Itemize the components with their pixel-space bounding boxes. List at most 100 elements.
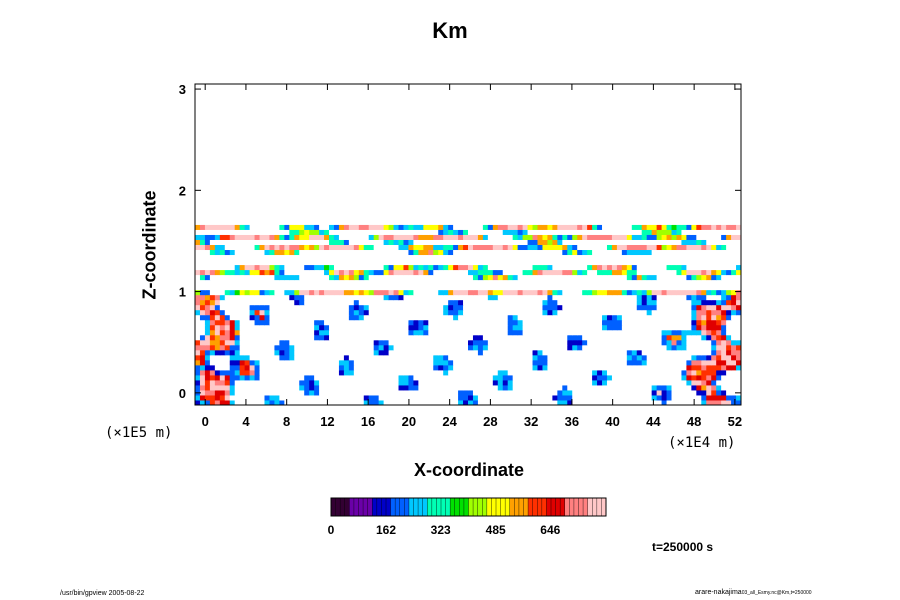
heatmap-cell: [229, 314, 236, 321]
heatmap-cell: [239, 184, 246, 190]
heatmap-cell: [572, 369, 578, 376]
heatmap-cell: [363, 359, 370, 366]
heatmap-cell: [338, 204, 345, 210]
heatmap-cell: [577, 374, 583, 381]
heatmap-cell: [676, 334, 682, 341]
heatmap-cell: [234, 294, 241, 301]
heatmap-cell: [259, 294, 265, 301]
heatmap-cell: [458, 394, 464, 401]
heatmap-cell: [616, 314, 623, 321]
heatmap-cell: [537, 224, 543, 230]
heatmap-cell: [214, 264, 221, 271]
heatmap-cell: [686, 184, 692, 190]
heatmap-cell: [616, 219, 623, 225]
heatmap-cell: [656, 314, 663, 321]
heatmap-cell: [587, 229, 593, 235]
heatmap-cell: [616, 379, 623, 386]
heatmap-cell: [567, 299, 573, 306]
heatmap-cell: [611, 384, 618, 391]
heatmap-cell: [711, 339, 717, 346]
heatmap-cell: [606, 224, 613, 230]
heatmap-cell: [726, 249, 732, 256]
heatmap-cell: [423, 189, 429, 195]
heatmap-cell: [373, 249, 380, 256]
heatmap-cell: [597, 194, 603, 200]
heatmap-cell: [309, 344, 315, 351]
heatmap-cell: [378, 224, 385, 230]
heatmap-cell: [264, 334, 270, 341]
heatmap-cell: [219, 259, 226, 266]
heatmap-cell: [676, 324, 682, 331]
heatmap-cell: [532, 289, 538, 296]
heatmap-cell: [507, 314, 514, 321]
heatmap-cell: [547, 294, 553, 301]
heatmap-cell: [537, 254, 543, 261]
heatmap-cell: [517, 264, 524, 271]
heatmap-cell: [631, 324, 638, 331]
heatmap-cell: [413, 289, 419, 296]
heatmap-cell: [701, 354, 707, 361]
heatmap-cell: [284, 264, 290, 271]
heatmap-cell: [423, 359, 429, 366]
heatmap-cell: [577, 399, 583, 406]
heatmap-cell: [373, 314, 380, 321]
heatmap-cell: [512, 239, 519, 245]
heatmap-cell: [338, 289, 345, 296]
heatmap-cell: [676, 264, 682, 271]
heatmap-cell: [423, 199, 429, 205]
heatmap-cell: [398, 349, 404, 356]
heatmap-cell: [329, 269, 335, 276]
heatmap-cell: [487, 179, 494, 185]
heatmap-cell: [403, 224, 409, 230]
heatmap-cell: [219, 224, 226, 230]
heatmap-cell: [254, 299, 261, 306]
heatmap-cell: [254, 199, 261, 205]
heatmap-cell: [343, 259, 350, 266]
heatmap-cell: [641, 254, 648, 261]
heatmap-cell: [204, 269, 211, 276]
heatmap-cell: [438, 234, 444, 240]
heatmap-cell: [592, 384, 598, 391]
heatmap-cell: [716, 364, 722, 371]
heatmap-cell: [532, 334, 538, 341]
heatmap-cell: [368, 384, 375, 391]
heatmap-cell: [492, 204, 499, 210]
heatmap-cell: [199, 249, 206, 256]
heatmap-cell: [329, 304, 335, 311]
heatmap-cell: [433, 379, 439, 386]
heatmap-cell: [726, 224, 732, 230]
heatmap-cell: [398, 184, 404, 190]
heatmap-cell: [711, 344, 717, 351]
heatmap-cell: [547, 359, 553, 366]
heatmap-cell: [209, 209, 216, 215]
heatmap-cell: [443, 189, 449, 195]
heatmap-cell: [507, 394, 514, 401]
heatmap-cell: [274, 214, 280, 220]
heatmap-cell: [577, 394, 583, 401]
heatmap-cell: [587, 309, 593, 316]
heatmap-cell: [731, 274, 737, 281]
heatmap-cell: [656, 379, 663, 386]
heatmap-cell: [706, 309, 712, 316]
heatmap-cell: [492, 254, 499, 261]
heatmap-cell: [264, 339, 270, 346]
heatmap-cell: [671, 289, 677, 296]
heatmap-cell: [363, 334, 370, 341]
heatmap-cell: [512, 314, 519, 321]
heatmap-cell: [343, 219, 350, 225]
heatmap-cell: [636, 344, 643, 351]
heatmap-cell: [477, 304, 484, 311]
heatmap-cell: [721, 399, 727, 406]
heatmap-cell: [472, 324, 479, 331]
heatmap-cell: [468, 399, 474, 406]
heatmap-cell: [522, 199, 529, 205]
heatmap-cell: [413, 389, 419, 396]
heatmap-cell: [606, 339, 613, 346]
heatmap-cell: [517, 269, 524, 276]
heatmap-cell: [219, 379, 226, 386]
heatmap-cell: [686, 219, 692, 225]
heatmap-cell: [219, 264, 226, 271]
heatmap-cell: [517, 304, 524, 311]
heatmap-cell: [209, 334, 216, 341]
heatmap-cell: [721, 259, 727, 266]
